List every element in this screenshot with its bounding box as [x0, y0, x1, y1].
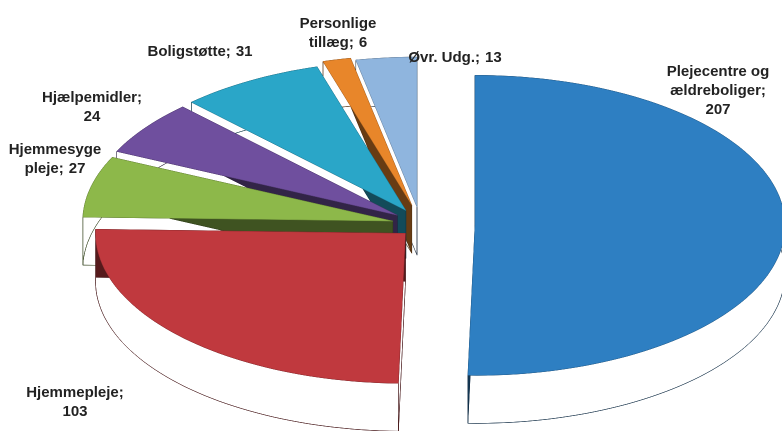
slice — [467, 75, 782, 376]
slice — [190, 66, 407, 212]
slice — [95, 229, 406, 384]
slice-label: Hjemmepleje; 103 — [5, 383, 145, 421]
value-label: 6 — [358, 34, 368, 51]
slice — [322, 57, 413, 206]
category-name: Øvr. Udg.; — [408, 49, 480, 66]
slice-label: Plejecentre og ældreboliger; 207 — [643, 62, 782, 119]
category-name: Hjemmesyge pleje; — [8, 141, 102, 177]
slice-label: Hjemmesyge pleje; 27 — [5, 140, 105, 178]
value-label: 31 — [235, 43, 253, 60]
slice-label: Personlige tillæg; 6 — [283, 14, 393, 52]
slice — [116, 106, 398, 216]
category-name: Hjælpemidler; — [41, 89, 143, 106]
value-label: 13 — [485, 49, 502, 66]
slice — [82, 157, 393, 222]
value-label: 24 — [83, 108, 101, 125]
category-name: Personlige tillæg; — [299, 15, 377, 51]
category-name: Hjemmepleje; — [26, 384, 124, 401]
slice — [355, 56, 418, 208]
value-label: 207 — [705, 101, 731, 118]
value-label: 103 — [62, 403, 88, 420]
slice-label: Hjælpemidler; 24 — [32, 88, 152, 126]
slice-label: Boligstøtte; 31 — [135, 42, 265, 61]
value-label: 27 — [68, 160, 86, 177]
category-name: Plejecentre og ældreboliger; — [666, 63, 770, 99]
slice-label: Øvr. Udg.; 13 — [390, 48, 520, 67]
category-name: Boligstøtte; — [147, 43, 231, 60]
